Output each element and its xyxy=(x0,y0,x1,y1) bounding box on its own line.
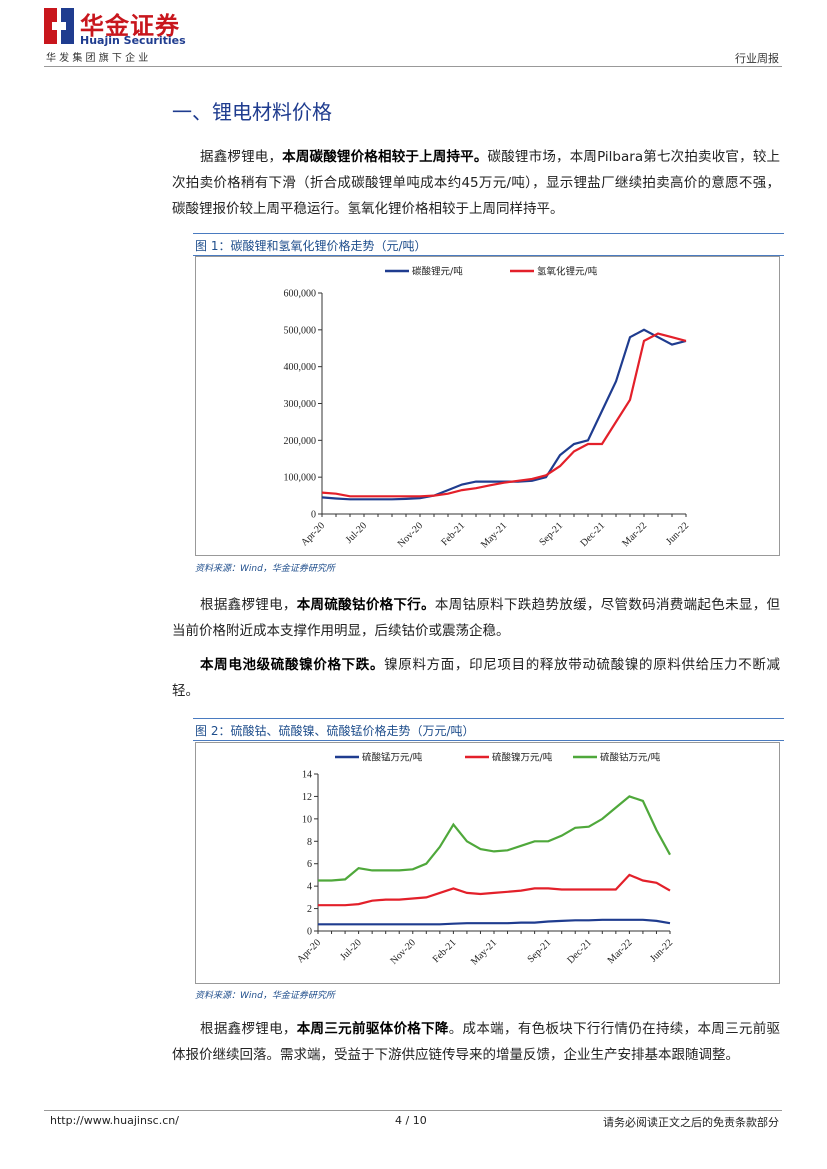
y-tick-label: 8 xyxy=(307,837,312,848)
y-tick-label: 400,000 xyxy=(284,362,317,373)
x-tick-label: Nov-20 xyxy=(396,520,425,549)
y-tick-label: 12 xyxy=(302,792,312,803)
header-rule xyxy=(44,66,782,67)
text: 根据鑫椤锂电， xyxy=(200,597,297,613)
tagline: 华 发 集 团 旗 下 企 业 xyxy=(46,53,149,64)
legend-label: 碳酸锂元/吨 xyxy=(412,266,463,278)
bold-text: 本周电池级硫酸镍价格下跌。 xyxy=(200,657,385,673)
y-tick-label: 300,000 xyxy=(284,399,317,410)
logo-en: Huajin Securities xyxy=(80,34,186,47)
x-tick-label: Feb-21 xyxy=(431,937,459,965)
chart-frame xyxy=(195,256,780,556)
x-tick-label: Mar-22 xyxy=(620,520,649,549)
x-tick-label: Sep-21 xyxy=(537,520,565,548)
y-tick-label: 14 xyxy=(302,770,312,781)
bold-text: 本周碳酸锂价格相较于上周持平。 xyxy=(282,149,488,165)
x-tick-label: Feb-21 xyxy=(439,520,467,548)
paragraph: 本周电池级硫酸镍价格下跌。镍原料方面，印尼项目的释放带动硫酸镍的原料供给压力不断… xyxy=(172,652,780,704)
page-number: 4 / 10 xyxy=(395,1114,427,1127)
x-tick-label: May-21 xyxy=(479,520,509,550)
x-tick-label: May-21 xyxy=(469,937,499,967)
paragraph: 根据鑫椤锂电，本周硫酸钴价格下行。本周钴原料下跌趋势放缓，尽管数码消费端起色未显… xyxy=(172,592,780,644)
x-tick-label: Jul-20 xyxy=(344,520,369,545)
paragraph: 据鑫椤锂电，本周碳酸锂价格相较于上周持平。碳酸锂市场，本周Pilbara第七次拍… xyxy=(172,144,780,222)
footer-url: http://www.huajinsc.cn/ xyxy=(50,1114,179,1127)
chart: 0 100,000 200,000 300,000 400,000 500,000 600,… xyxy=(195,256,780,556)
line xyxy=(321,332,687,498)
bold-text: 本周硫酸钴价格下行。 xyxy=(296,597,435,613)
source: 资料来源：Wind，华金证券研究所 xyxy=(195,991,335,1001)
x-tick-label: Dec-21 xyxy=(579,520,608,549)
x-tick-label: Jul-20 xyxy=(338,937,363,962)
x-tick-label: Nov-20 xyxy=(389,937,418,966)
text: 根据鑫椤锂电， xyxy=(200,1021,297,1037)
footer-rule xyxy=(44,1110,782,1111)
logo-cn: 华金证券 xyxy=(80,12,180,40)
x-tick-label: Mar-22 xyxy=(606,937,635,966)
chart-frame xyxy=(195,742,780,984)
bold-text: 本周三元前驱体价格下降 xyxy=(296,1021,449,1037)
text: 镍原料方面，印尼项目的释放带动硫酸镍的原料供给压力不断减轻。 xyxy=(172,657,781,699)
line xyxy=(318,795,671,882)
y-tick-label: 10 xyxy=(302,814,312,825)
paragraph: 根据鑫椤锂电，本周三元前驱体价格下降。成本端，有色板块下行行情仍在持续，本周三元… xyxy=(172,1016,780,1068)
y-tick-label: 600,000 xyxy=(284,289,317,300)
x-tick-label: Apr-20 xyxy=(299,520,327,548)
figure-caption: 图 1：碳酸锂和氢氧化锂价格走势（元/吨） xyxy=(193,233,784,256)
text: 。成本端，有色板块下行行情仍在持续，本周三元前驱体报价继续回落。需求端，受益于下… xyxy=(172,1021,781,1063)
legend-label: 氢氧化锂元/吨 xyxy=(537,266,598,278)
text: 碳酸锂市场，本周Pilbara第七次拍卖收官，较上次拍卖价格稍有下滑（折合成碳酸… xyxy=(172,149,781,217)
x-tick-label: Sep-21 xyxy=(525,937,553,965)
source: 资料来源：Wind，华金证券研究所 xyxy=(195,564,335,574)
x-tick-label: Apr-20 xyxy=(295,937,323,965)
text: 本周钴原料下跌趋势放缓，尽管数码消费端起色未显，但当前价格附近成本支撑作用明显，… xyxy=(172,597,781,639)
disclaimer: 请务必阅读正文之后的免责条款部分 xyxy=(603,1116,779,1129)
line xyxy=(318,873,671,907)
logo-icon xyxy=(44,8,74,44)
x-tick-label: Jun-22 xyxy=(664,520,691,547)
y-tick-label: 0 xyxy=(307,927,312,938)
x-tick-label: Dec-21 xyxy=(565,937,594,966)
figure-caption: 图 2：硫酸钴、硫酸镍、硫酸锰价格走势（万元/吨） xyxy=(193,718,784,741)
y-tick-label: 4 xyxy=(307,882,312,893)
chart: 0 2 4 6 8 10 12 14 Apr-20 Jul-20 Nov-20 Feb-21 May-2… xyxy=(195,742,780,984)
x-tick-label: Jun-22 xyxy=(648,937,675,964)
y-tick-label: 500,000 xyxy=(284,325,317,336)
legend-label: 硫酸镍万元/吨 xyxy=(492,752,553,764)
line xyxy=(321,328,687,501)
y-tick-label: 0 xyxy=(311,510,316,521)
report-type: 行业周报 xyxy=(735,52,779,65)
section-title: 一、锂电材料价格 xyxy=(172,100,332,124)
text: 据鑫椤锂电， xyxy=(200,149,283,165)
y-tick-label: 2 xyxy=(307,904,312,915)
y-tick-label: 6 xyxy=(307,859,312,870)
line xyxy=(318,918,671,926)
y-tick-label: 100,000 xyxy=(284,473,317,484)
y-tick-label: 200,000 xyxy=(284,436,317,447)
legend-label: 硫酸钴万元/吨 xyxy=(600,752,661,764)
legend-label: 硫酸锰万元/吨 xyxy=(362,752,423,764)
